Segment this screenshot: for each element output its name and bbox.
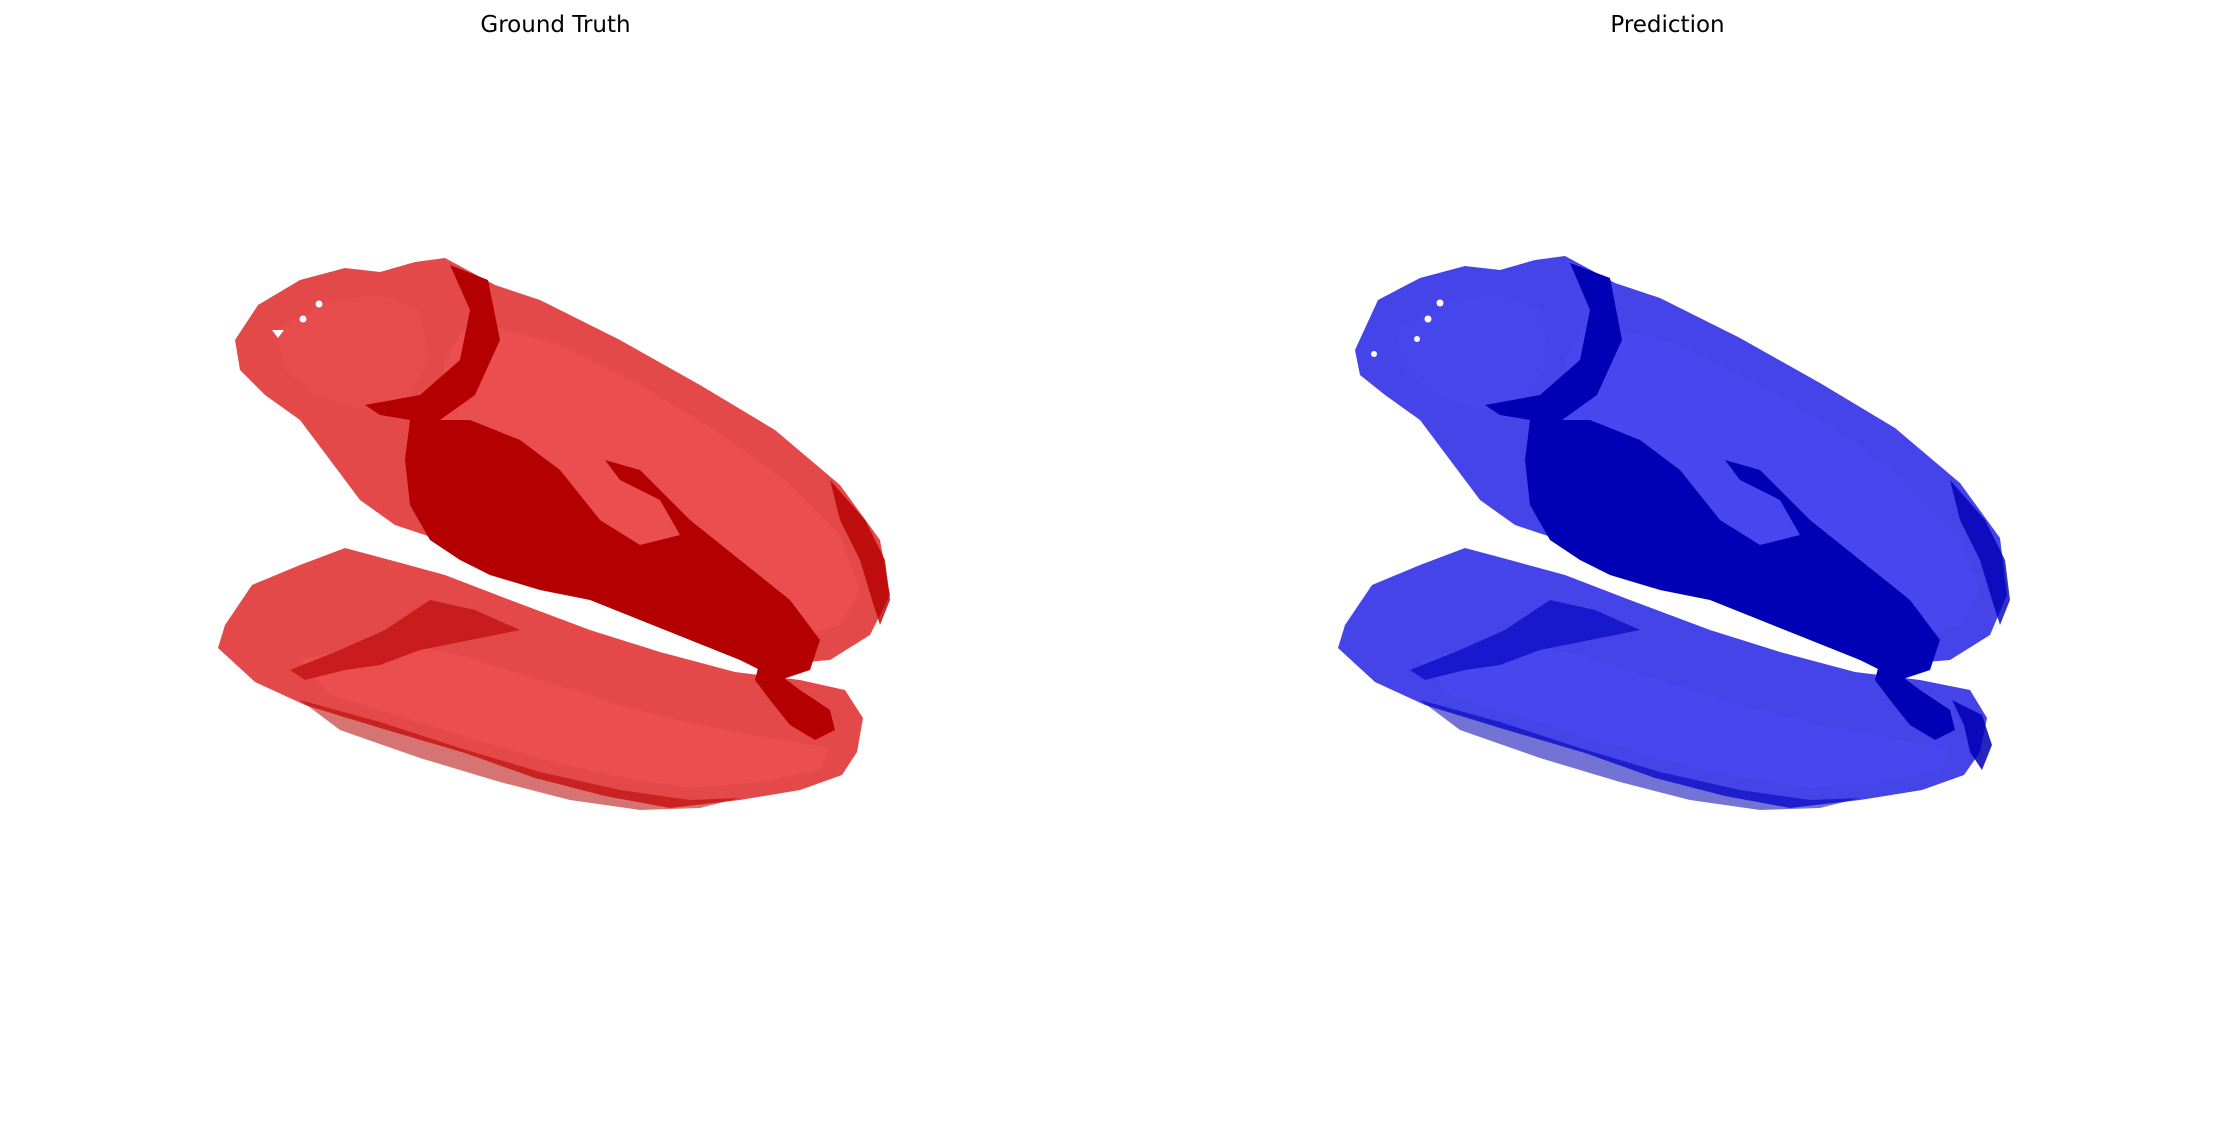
mesh-middle-fold	[405, 420, 820, 680]
mesh-hole	[299, 315, 307, 323]
mesh-hole	[1414, 336, 1420, 342]
mesh-lower-crease	[755, 660, 835, 740]
mesh-inner-channel	[290, 600, 520, 680]
mesh-lower-lobe-highlight	[300, 640, 830, 788]
mesh-rim-edge	[1950, 480, 2010, 625]
mesh-hole	[315, 300, 323, 308]
mesh-lower-lobe-highlight	[1420, 640, 1950, 788]
ground-truth-mesh	[218, 258, 890, 810]
ground-truth-panel: Ground Truth	[0, 0, 1111, 1141]
prediction-mesh-render	[1338, 256, 2010, 810]
mesh-lower-crease	[1875, 660, 1955, 740]
mesh-hole	[1436, 299, 1444, 307]
mesh-facet-patch	[1395, 295, 1550, 410]
mesh-rim-edge	[830, 480, 890, 625]
mesh-hole	[1424, 315, 1432, 323]
mesh-upper-fold	[365, 265, 500, 420]
mesh-hole	[1371, 351, 1377, 357]
mesh-inner-channel	[1410, 600, 1640, 680]
prediction-panel: Prediction	[1112, 0, 2223, 1141]
prediction-title: Prediction	[1610, 12, 1725, 38]
mesh-facet-patch	[275, 295, 430, 410]
ground-truth-title: Ground Truth	[480, 12, 631, 38]
mesh-middle-fold	[1525, 420, 1940, 680]
ground-truth-mesh-render	[218, 258, 890, 810]
prediction-mesh	[1338, 256, 2010, 810]
mesh-hole	[272, 330, 284, 338]
mesh-upper-fold	[1485, 263, 1622, 420]
mesh-lower-rim-edge	[1952, 700, 1992, 770]
